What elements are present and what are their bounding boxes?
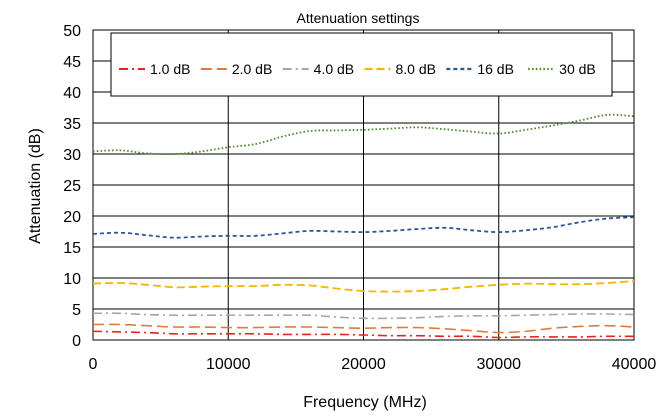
- legend-item: 16 dB: [446, 61, 514, 77]
- y-tick-label: 10: [63, 271, 81, 288]
- series-line-2-0-db: [92, 323, 635, 334]
- legend-item: 30 dB: [528, 61, 596, 77]
- y-tick-label: 5: [72, 302, 81, 319]
- y-axis-label: Attenuation (dB): [27, 128, 44, 244]
- legend-label: 30 dB: [559, 61, 596, 77]
- y-tick-label: 15: [63, 240, 81, 257]
- x-tick-label: 0: [89, 356, 98, 373]
- series-line-1-0-db: [92, 330, 635, 339]
- legend-label: 16 dB: [477, 61, 514, 77]
- y-tick-label: 30: [63, 147, 81, 164]
- y-tick-label: 45: [63, 54, 81, 71]
- legend-item: 2.0 dB: [200, 61, 272, 77]
- legend-item: 1.0 dB: [119, 61, 190, 77]
- series-lines: [92, 113, 635, 339]
- x-axis-tick-labels: 0 10000 20000 30000 40000: [89, 356, 657, 373]
- y-tick-label: 50: [63, 23, 81, 40]
- series-line-8-0-db: [92, 280, 635, 293]
- y-tick-label: 40: [63, 85, 81, 102]
- series-line-4-0-db: [92, 312, 635, 320]
- x-tick-label: 40000: [612, 356, 657, 373]
- y-tick-label: 35: [63, 116, 81, 133]
- x-axis-label: Frequency (MHz): [303, 394, 427, 411]
- legend-label: 1.0 dB: [150, 61, 190, 77]
- legend-title: Attenuation settings: [297, 10, 420, 26]
- legend-box: [110, 32, 613, 97]
- legend-label: 4.0 dB: [314, 61, 354, 77]
- legend-item: 4.0 dB: [282, 61, 354, 77]
- x-tick-label: 20000: [341, 356, 386, 373]
- y-tick-label: 25: [63, 178, 81, 195]
- x-tick-label: 30000: [477, 356, 522, 373]
- plot-area-border: [92, 29, 635, 341]
- legend-label: 8.0 dB: [396, 61, 436, 77]
- legend-label: 2.0 dB: [232, 61, 272, 77]
- legend: Attenuation settings 1.0 dB 2.0 dB 4.0 dB 8…: [110, 10, 613, 97]
- legend-item: 8.0 dB: [364, 61, 436, 77]
- x-tick-label: 10000: [206, 356, 251, 373]
- y-tick-label: 20: [63, 209, 81, 226]
- y-tick-label: 0: [72, 333, 81, 350]
- y-axis-tick-labels: 0 5 10 15 20 25 30 35 40 45 50: [63, 23, 81, 350]
- legend-items: 1.0 dB 2.0 dB 4.0 dB 8.0 dB 16 dB 30 dB: [119, 61, 596, 77]
